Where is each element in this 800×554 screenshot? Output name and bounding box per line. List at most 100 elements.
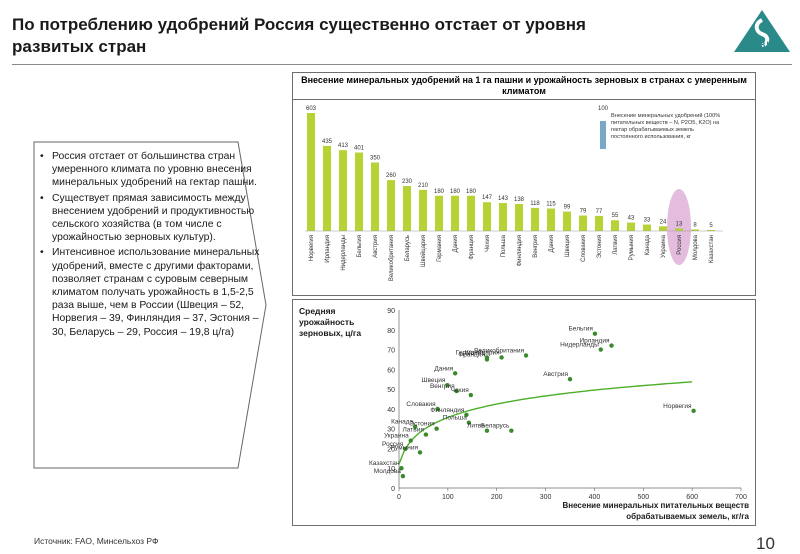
- scatter-point-label: Германия: [456, 349, 486, 356]
- scatter-point: [417, 450, 423, 455]
- bar-value-label: 118: [530, 201, 540, 207]
- bar-value-label: 413: [338, 143, 349, 149]
- scatter-point: [691, 408, 696, 414]
- bar: [435, 195, 443, 231]
- header-divider: [12, 64, 792, 65]
- bar: [419, 189, 427, 231]
- sibur-logo-icon: [734, 10, 790, 52]
- y-tick-label: 60: [387, 367, 395, 374]
- bar-value-label: 55: [612, 213, 619, 219]
- bar-category-label: Швеция: [565, 235, 571, 257]
- scatter-point: [454, 388, 459, 394]
- bar: [547, 208, 555, 231]
- bar-value-label: 143: [498, 196, 509, 202]
- legend-text: Внесение минеральных удобрений (100% пит…: [611, 113, 721, 140]
- scatter-point-label: Франция: [458, 351, 485, 358]
- bar-category-label: Дания: [453, 235, 459, 252]
- bar: [403, 185, 411, 231]
- scatter-point: [567, 377, 573, 382]
- x-tick-label: 600: [686, 494, 698, 501]
- bar-category-label: Россия: [677, 235, 683, 255]
- bullet-list: Россия отстает от большинства стран умер…: [40, 150, 270, 341]
- scatter-point: [509, 428, 514, 433]
- scatter-point: [598, 347, 603, 352]
- bar-value-label: 435: [322, 139, 333, 145]
- scatter-point-label: Украина: [384, 433, 409, 440]
- legend-value-label: 100: [598, 106, 609, 112]
- scatter-point: [434, 426, 439, 431]
- bar-category-label: Финляндия: [517, 235, 523, 266]
- scatter-point: [592, 331, 598, 336]
- bar-value-label: 115: [546, 201, 556, 207]
- legend-text-box: Внесение минеральных удобрений (100% пит…: [611, 113, 721, 140]
- highlight-ellipse: [667, 189, 691, 265]
- bar-value-label: 77: [596, 209, 603, 215]
- y-axis-label-line: урожайность: [299, 317, 354, 327]
- bar-value-label: 350: [370, 156, 381, 162]
- scatter-point-label: Норвегия: [663, 403, 692, 410]
- y-tick-label: 50: [387, 387, 395, 394]
- y-tick-label: 40: [387, 407, 395, 414]
- bar-category-label: Бельгия: [357, 235, 363, 258]
- x-tick-label: 400: [589, 494, 601, 501]
- bar-category-label: Украина: [661, 234, 667, 258]
- bar: [563, 211, 571, 231]
- bar-category-label: Австрия: [373, 235, 379, 258]
- scatter-point: [464, 412, 469, 418]
- bar-value-label: 13: [676, 221, 683, 227]
- x-tick-label: 500: [637, 494, 649, 501]
- scatter-point-label: Канада: [391, 419, 413, 426]
- scatter-point-label: Бельгия: [569, 326, 594, 333]
- x-tick-label: 200: [491, 494, 503, 501]
- scatter-point-label: Чехия: [451, 387, 470, 394]
- bar-value-label: 210: [418, 183, 429, 189]
- scatter-point-label: Польша: [443, 415, 468, 422]
- bar-value-label: 8: [693, 222, 697, 228]
- bar-value-label: 79: [580, 209, 587, 215]
- scatter-point: [466, 420, 472, 425]
- scatter-point-label: Казахстан: [369, 460, 400, 467]
- scatter-point: [468, 392, 474, 398]
- bar-category-label: Чехия: [485, 235, 491, 252]
- scatter-point-label: Швейцария: [465, 348, 500, 356]
- bar-category-label: Молдова: [693, 234, 699, 260]
- page-number: 10: [756, 534, 775, 553]
- page-title: По потреблению удобрений Россия существе…: [12, 15, 586, 56]
- bullet-item: Интенсивное использование минеральных уд…: [40, 246, 270, 338]
- bar: [643, 224, 651, 231]
- scatter-point-label: Латвия: [403, 427, 425, 434]
- bar: [659, 226, 667, 231]
- bar: [371, 162, 379, 231]
- scatter-point-label: Дания: [434, 365, 453, 372]
- bar-category-label: Норвегия: [309, 235, 315, 261]
- y-tick-label: 10: [387, 466, 395, 473]
- scatter-point-label: Ирландия: [580, 338, 610, 345]
- scatter-point: [484, 355, 490, 360]
- scatter-point-label: Литва: [467, 423, 485, 430]
- x-axis-label-line: обрабатываемых земель, кг/га: [626, 512, 749, 521]
- y-tick-label: 80: [387, 328, 395, 335]
- y-tick-label: 20: [387, 446, 395, 453]
- bar: [627, 222, 635, 231]
- scatter-point: [484, 428, 490, 433]
- x-tick-label: 300: [540, 494, 552, 501]
- bar-value-label: 99: [564, 205, 571, 211]
- scatter-point: [609, 343, 614, 348]
- bar: [579, 215, 587, 231]
- trend-curve: [398, 381, 693, 465]
- scatter-point: [423, 432, 429, 437]
- scatter-point: [452, 371, 458, 376]
- bar-value-label: 260: [386, 173, 397, 179]
- bar-category-label: Великобритания: [389, 235, 395, 281]
- arrow-box-outline: [33, 141, 267, 469]
- x-tick-label: 100: [442, 494, 454, 501]
- bar-value-label: 180: [466, 189, 477, 195]
- bar-category-label: Венгрия: [533, 235, 539, 258]
- scatter-point-label: Россия: [382, 441, 404, 448]
- bar-category-label: Латвия: [613, 235, 619, 255]
- bar-category-label: Франция: [469, 235, 475, 260]
- bar-chart: 603Норвегия435Ирландия413Нидерланды401Бе…: [305, 106, 723, 281]
- bar: [355, 152, 363, 231]
- bar: [515, 203, 523, 231]
- x-axis-label-line: Внесение минеральных питательных веществ: [562, 501, 749, 510]
